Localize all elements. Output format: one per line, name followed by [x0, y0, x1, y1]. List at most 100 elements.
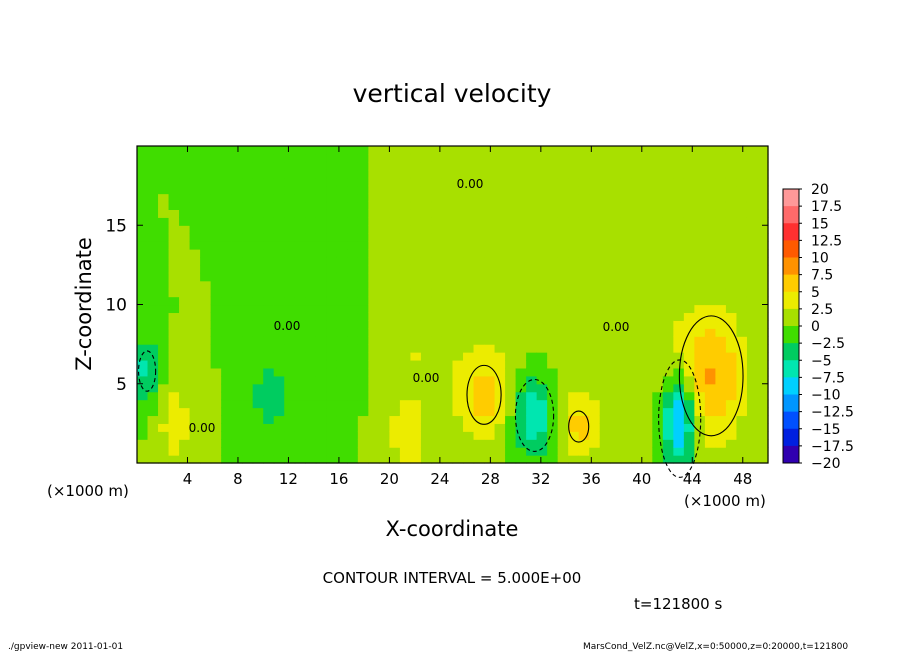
field-cell	[452, 241, 464, 250]
x-tick-label: 32	[531, 470, 550, 488]
field-cell	[715, 153, 727, 163]
field-cell	[694, 367, 706, 377]
field-cell	[263, 241, 275, 250]
field-cell	[158, 161, 170, 171]
colorbar-tick-label: −7.5	[811, 370, 845, 386]
field-cell	[147, 177, 159, 187]
field-cell	[305, 201, 317, 210]
negative-contour	[658, 359, 702, 478]
field-cell	[725, 320, 738, 329]
field-cell	[578, 233, 590, 242]
field-cell	[336, 407, 348, 417]
field-cell	[389, 272, 401, 282]
field-cell	[357, 249, 369, 258]
field-cell	[536, 367, 548, 377]
field-cell	[568, 201, 580, 210]
field-cell	[357, 407, 369, 417]
field-cell	[284, 423, 296, 432]
field-cell	[484, 288, 496, 298]
field-cell	[536, 399, 548, 409]
y-axis-label: Z-coordinate	[72, 237, 96, 371]
field-cell	[294, 359, 306, 369]
colorbar-tick-label: 0	[811, 319, 820, 335]
field-cell	[357, 304, 369, 314]
field-cell	[420, 153, 433, 163]
field-cell	[263, 264, 275, 274]
field-cell	[158, 407, 170, 417]
field-cell	[589, 407, 601, 417]
field-cell	[431, 367, 443, 377]
field-cell	[252, 304, 264, 314]
field-cell	[526, 288, 538, 298]
field-cell	[441, 217, 454, 226]
x-tick-label: 28	[481, 470, 500, 488]
field-cell	[547, 455, 559, 464]
field-cell	[336, 161, 348, 171]
field-cell	[757, 217, 769, 226]
field-cell	[378, 153, 390, 163]
field-cell	[147, 383, 159, 393]
field-cell	[179, 383, 191, 393]
field-cell	[610, 447, 622, 456]
field-cell	[505, 423, 517, 432]
field-cell	[715, 352, 727, 361]
field-cell	[368, 169, 380, 179]
field-cell	[704, 209, 717, 218]
field-cell	[210, 201, 222, 210]
field-cell	[589, 161, 601, 171]
field-cell	[725, 391, 738, 401]
field-cell	[221, 201, 233, 210]
field-cell	[526, 272, 538, 282]
field-cell	[662, 161, 674, 171]
field-cell	[557, 383, 569, 393]
field-cell	[252, 161, 264, 171]
field-cell	[347, 209, 359, 218]
field-cell	[494, 328, 506, 337]
field-cell	[263, 447, 275, 456]
field-cell	[662, 320, 674, 329]
field-cell	[242, 264, 254, 274]
field-cell	[399, 367, 412, 377]
field-cell	[736, 264, 748, 274]
field-cell	[368, 359, 380, 369]
field-cell	[715, 185, 727, 195]
field-cell	[599, 264, 611, 274]
field-cell	[641, 439, 653, 448]
field-cell	[452, 344, 464, 353]
field-cell	[179, 312, 191, 321]
field-cell	[441, 225, 454, 234]
field-cell	[336, 399, 348, 409]
field-cell	[242, 146, 254, 155]
field-cell	[746, 249, 759, 258]
field-cell	[200, 336, 212, 345]
field-cell	[158, 359, 170, 369]
field-cell	[494, 225, 506, 234]
field-cell	[231, 225, 243, 234]
field-cell	[368, 375, 380, 385]
field-cell	[452, 399, 464, 409]
field-cell	[347, 193, 359, 203]
field-cell	[725, 217, 738, 226]
field-cell	[631, 367, 643, 377]
field-cell	[357, 344, 369, 353]
field-cell	[494, 193, 506, 203]
field-cell	[599, 423, 611, 432]
field-cell	[599, 304, 611, 314]
field-cell	[484, 201, 496, 210]
field-cell	[757, 359, 769, 369]
field-cell	[431, 264, 443, 274]
field-cell	[452, 225, 464, 234]
field-cell	[378, 336, 390, 345]
field-cell	[305, 153, 317, 163]
field-cell	[221, 217, 233, 226]
field-cell	[389, 447, 401, 456]
field-cell	[284, 161, 296, 171]
field-cell	[189, 209, 201, 218]
field-cell	[746, 256, 759, 266]
field-cell	[137, 304, 149, 314]
field-cell	[242, 288, 254, 298]
field-cell	[526, 431, 538, 440]
field-cell	[315, 312, 327, 321]
footer-left: ./gpview-new 2011-01-01	[8, 642, 124, 652]
